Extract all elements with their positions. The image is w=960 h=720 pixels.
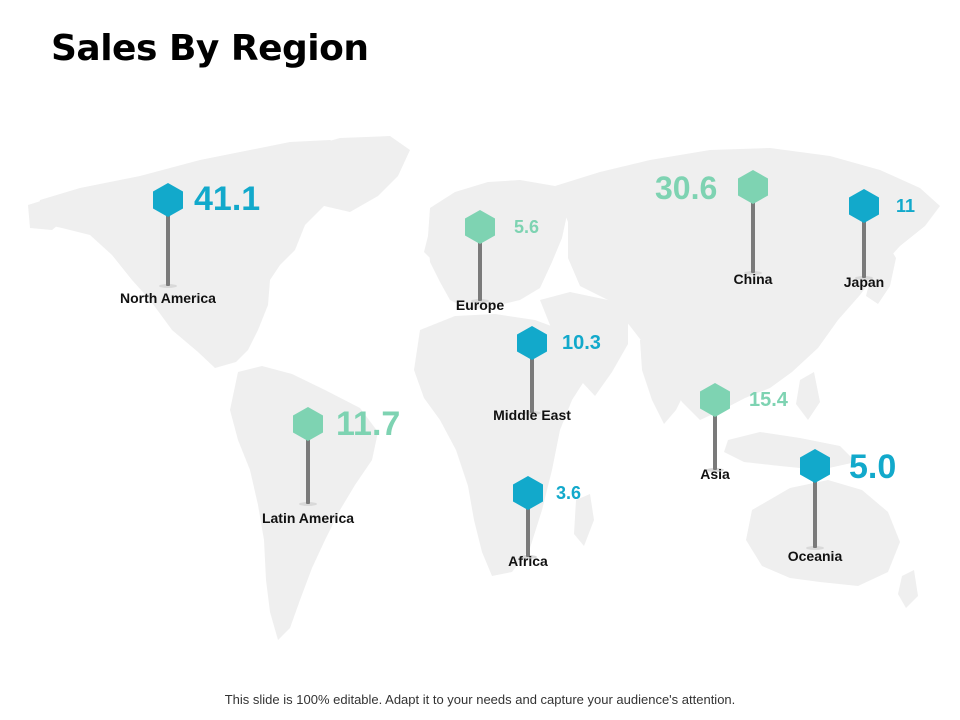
region-name: Oceania bbox=[787, 548, 843, 564]
greenland-landmass bbox=[296, 136, 410, 212]
region-value: 11 bbox=[896, 196, 916, 216]
indonesia-landmass bbox=[724, 432, 856, 470]
region-value: 41.1 bbox=[194, 180, 261, 218]
region-value: 30.6 bbox=[655, 170, 718, 206]
region-name: Latin America bbox=[261, 510, 355, 526]
region-name: Asia bbox=[700, 466, 730, 482]
pin-shadow bbox=[855, 276, 873, 280]
madagascar-landmass bbox=[574, 494, 594, 546]
region-value: 15.4 bbox=[749, 389, 788, 411]
hexagon-marker-icon bbox=[465, 210, 495, 244]
region-name: North America bbox=[120, 290, 216, 306]
pin-stick bbox=[166, 214, 170, 286]
uk-landmass bbox=[424, 232, 446, 262]
hexagon-marker-icon bbox=[153, 183, 183, 217]
new-zealand-landmass bbox=[898, 570, 918, 608]
region-value: 3.6 bbox=[556, 483, 582, 503]
australia-landmass bbox=[746, 480, 900, 586]
pin-shadow bbox=[806, 546, 824, 550]
pin-shadow bbox=[523, 411, 541, 415]
region-value: 10.3 bbox=[562, 332, 601, 354]
slide-title: Sales By Region bbox=[51, 28, 369, 69]
pin-shadow bbox=[299, 502, 317, 506]
region-value: 5.6 bbox=[514, 217, 540, 237]
region-name: Africa bbox=[508, 553, 548, 569]
pin-stick bbox=[751, 201, 755, 273]
region-name: Europe bbox=[455, 297, 505, 313]
footer-note: This slide is 100% editable. Adapt it to… bbox=[224, 692, 736, 707]
pin-stick bbox=[813, 480, 817, 548]
pin-stick bbox=[713, 414, 717, 470]
africa-landmass bbox=[414, 314, 590, 576]
pin-stick bbox=[526, 507, 530, 557]
pin-stick bbox=[478, 241, 482, 301]
pin-shadow bbox=[471, 299, 489, 303]
india-landmass bbox=[640, 334, 700, 424]
pin-shadow bbox=[519, 555, 537, 559]
hexagon-marker-icon bbox=[738, 170, 768, 204]
pin-stick bbox=[306, 438, 310, 504]
hexagon-marker-icon bbox=[849, 189, 879, 223]
region-name: Middle East bbox=[493, 407, 571, 423]
pin-shadow bbox=[744, 271, 762, 275]
region-name: Japan bbox=[843, 274, 885, 290]
region-name: China bbox=[733, 271, 773, 287]
middle-east-landmass bbox=[540, 292, 628, 396]
region-value: 5.0 bbox=[849, 448, 897, 486]
region-value: 11.7 bbox=[336, 405, 401, 443]
pin-stick bbox=[530, 357, 534, 413]
pin-stick bbox=[862, 220, 866, 278]
pin-shadow bbox=[706, 468, 724, 472]
alaska-landmass bbox=[28, 195, 70, 230]
north-america-landmass bbox=[34, 140, 360, 368]
europe-landmass bbox=[428, 180, 568, 310]
japan-landmass bbox=[866, 238, 896, 304]
philippines-landmass bbox=[796, 372, 820, 420]
pin-shadow bbox=[159, 284, 177, 288]
